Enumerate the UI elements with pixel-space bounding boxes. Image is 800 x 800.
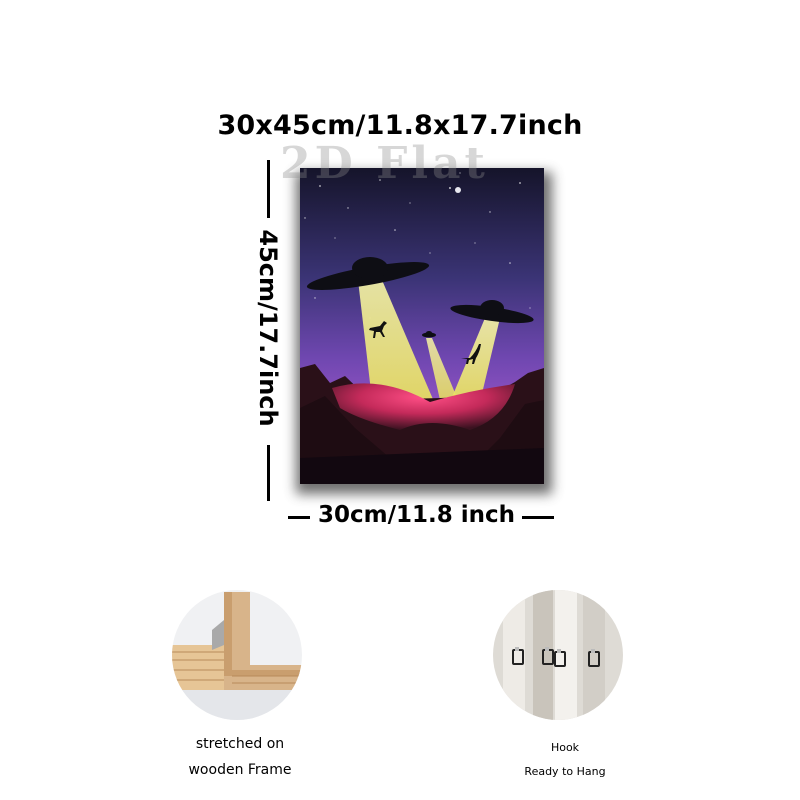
hanging-hook-icon bbox=[493, 590, 623, 720]
painting-illustration bbox=[300, 168, 544, 484]
height-dimension-line-top bbox=[267, 160, 270, 218]
wooden-frame-photo bbox=[172, 590, 302, 720]
feature-label-frame-line1: stretched on bbox=[195, 736, 285, 752]
wooden-frame-corner-icon bbox=[172, 590, 302, 720]
watermark: 2D Flat bbox=[280, 138, 489, 189]
feature-label-frame-line2: wooden Frame bbox=[188, 762, 292, 778]
hook-photo bbox=[493, 590, 623, 720]
size-title: 30x45cm/11.8x17.7inch bbox=[217, 110, 583, 141]
width-label: 30cm/11.8 inch bbox=[318, 502, 516, 528]
feature-label-frame: stretched on wooden Frame bbox=[160, 731, 320, 783]
feature-label-hook: Hook Ready to Hang bbox=[500, 736, 630, 784]
width-dimension-line-right bbox=[522, 516, 554, 519]
canvas-painting bbox=[300, 168, 544, 484]
height-dimension-line-bottom bbox=[267, 445, 270, 501]
height-label-text: 45cm/17.7inch bbox=[254, 229, 282, 427]
width-dimension-line-left bbox=[288, 516, 310, 519]
feature-label-hook-line1: Hook bbox=[550, 741, 580, 754]
feature-label-hook-line2: Ready to Hang bbox=[524, 765, 606, 778]
